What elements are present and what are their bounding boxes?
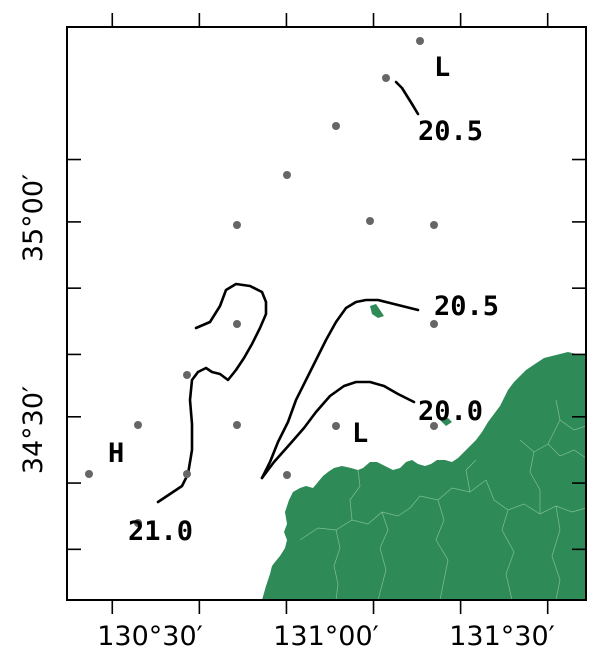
station-dot <box>134 421 142 429</box>
contour-20-0-line <box>260 380 416 480</box>
label-contour-21-0: 21.0 <box>128 516 193 547</box>
land-area <box>262 304 587 601</box>
label-contour-20-5-mid: 20.5 <box>434 291 499 322</box>
contour-lines <box>156 80 420 504</box>
x-tick-label-131-00: 131°00′ <box>273 621 379 652</box>
station-dot <box>183 470 191 478</box>
label-high-west: H <box>108 438 124 469</box>
land-borders <box>299 399 587 601</box>
station-dot <box>183 371 191 379</box>
station-dot <box>332 122 340 130</box>
station-dot <box>233 320 241 328</box>
axis-ticks <box>67 13 586 614</box>
y-axis-labels: 35°00′ 34°30′ <box>18 174 49 474</box>
map-labels: L 20.5 20.5 20.0 L H 21.0 <box>108 52 499 547</box>
station-dot <box>382 74 390 82</box>
station-dot <box>283 171 291 179</box>
station-dot <box>366 217 374 225</box>
map-frame <box>66 26 587 601</box>
label-contour-20-5-north: 20.5 <box>418 116 483 147</box>
y-tick-label-34-30: 34°30′ <box>18 386 49 474</box>
station-points <box>85 37 438 527</box>
label-low-north: L <box>434 52 450 83</box>
y-tick-label-35-00: 35°00′ <box>18 174 49 262</box>
station-dot <box>233 221 241 229</box>
mainland-honshu <box>262 352 586 600</box>
x-tick-label-130-30: 130°30′ <box>97 621 203 652</box>
station-dot <box>233 421 241 429</box>
x-tick-label-131-30: 131°30′ <box>449 621 555 652</box>
x-axis-labels: 130°30′ 131°00′ 131°30′ <box>97 621 555 652</box>
station-dot <box>85 470 93 478</box>
north-islet <box>370 304 384 318</box>
station-dot <box>332 422 340 430</box>
station-dot <box>416 37 424 45</box>
station-dot <box>134 519 142 527</box>
contour-20-5-north-line <box>394 80 420 116</box>
station-dot <box>283 471 291 479</box>
contour-20-5-mid-line <box>260 298 420 480</box>
station-dot <box>430 422 438 430</box>
label-contour-20-0: 20.0 <box>418 396 483 427</box>
label-low-south: L <box>352 418 368 449</box>
station-dot <box>430 221 438 229</box>
contour-21-0-line <box>156 282 268 504</box>
station-dot <box>430 320 438 328</box>
mid-islet <box>440 418 452 426</box>
